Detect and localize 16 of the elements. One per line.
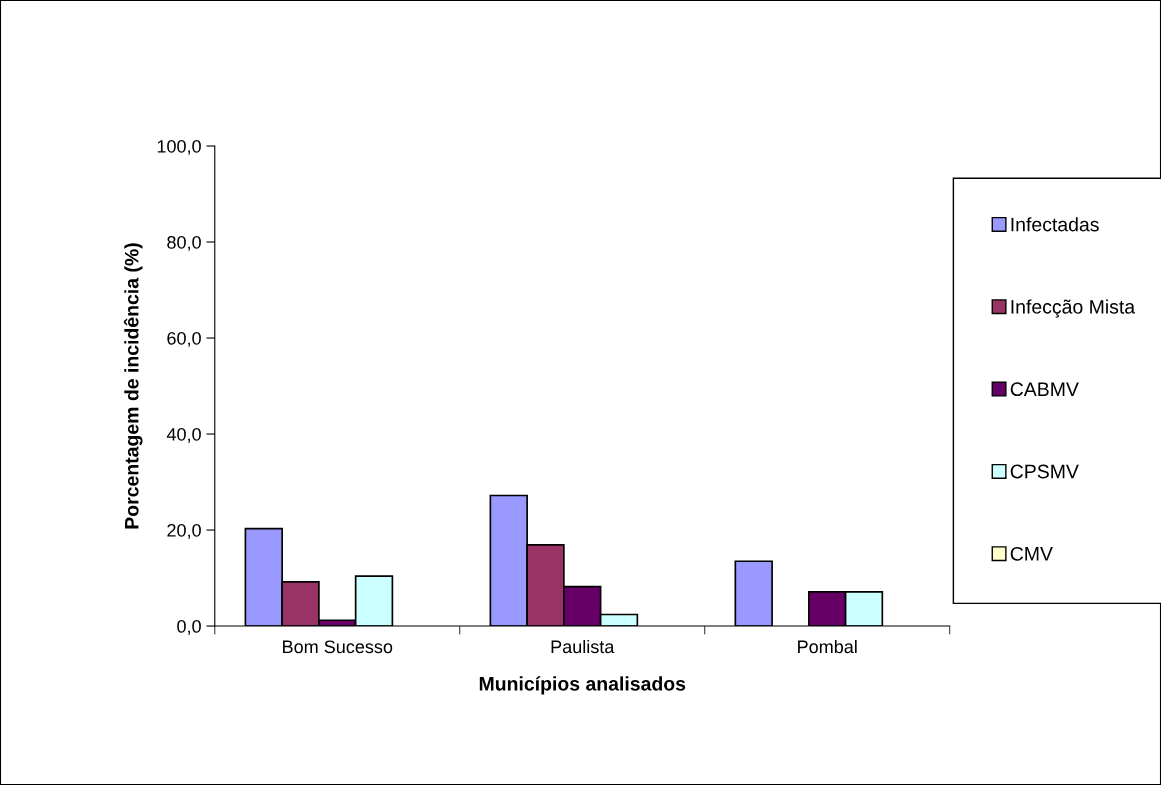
x-tick-label: Bom Sucesso — [283, 640, 393, 654]
legend-label: CPSMV — [1010, 464, 1079, 479]
y-tick-label: 80,0 — [167, 235, 201, 251]
legend-label: Infectadas — [1011, 217, 1099, 232]
y-tick-label: 40,0 — [166, 427, 201, 443]
y-axis-title: Porcentagem de incidência (%) — [123, 243, 143, 529]
legend-label: CABMV — [1010, 382, 1079, 397]
x-tick-label: Pombal — [798, 639, 857, 654]
x-tick-label: Paulista — [551, 639, 615, 654]
y-tick-label: 0,0 — [177, 619, 201, 635]
x-axis-title: Municípios analisados — [479, 676, 686, 695]
y-tick-label: 100,0 — [157, 139, 201, 155]
legend-label: Infecção Mista — [1011, 299, 1136, 318]
y-tick-label: 20,0 — [167, 523, 201, 539]
y-tick-label: 60,0 — [167, 331, 201, 347]
legend-label: CMV — [1010, 546, 1053, 561]
